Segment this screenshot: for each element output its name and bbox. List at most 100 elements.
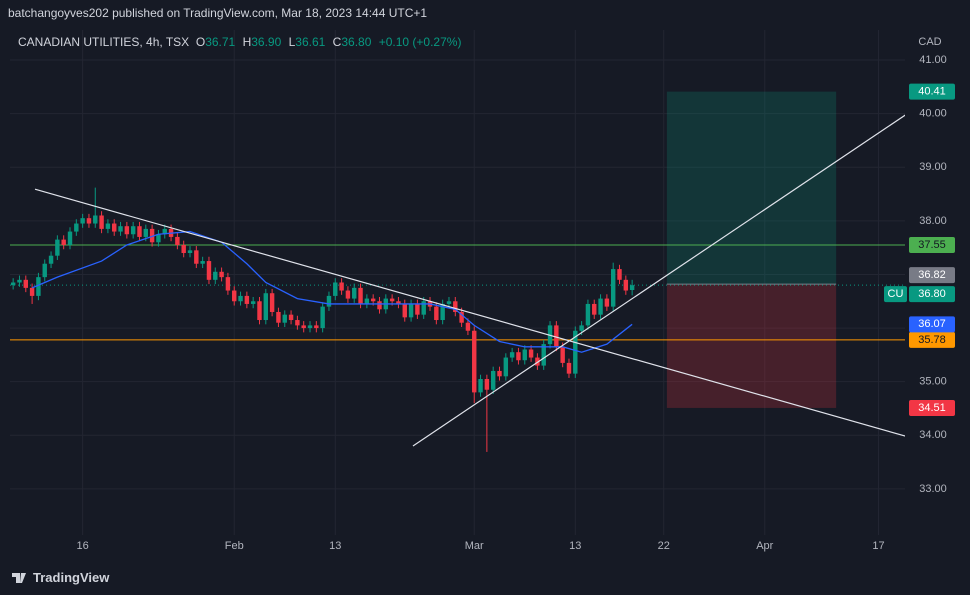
candle-body [446,301,452,304]
candle-body [162,228,167,235]
candle-body [187,250,193,254]
candle-body [149,228,155,243]
candle-body [459,311,464,323]
candle-body [497,370,502,377]
symbol: CANADIAN UTILITIES, 4h, TSX [18,35,190,49]
y-tick-label: 40.00 [919,108,947,120]
candle-body [566,362,572,374]
price-label: 34.51 [918,402,946,414]
trendline [34,188,905,437]
candle-body [490,370,496,390]
candle-body [434,306,439,321]
candle-body [175,236,180,245]
price-label: 36.80 [918,288,946,300]
candle-body [370,298,376,302]
x-tick-label: 13 [329,540,341,552]
position-loss [666,284,837,408]
candle-body [238,295,243,302]
price-label-bg [909,316,955,333]
candle-body [250,301,256,304]
position-profit [666,91,837,285]
symbol-tag-bg [884,286,907,303]
candle-body [402,303,407,318]
candle-body [200,261,205,264]
candle-body [86,218,92,224]
candle-body [314,325,319,329]
x-tick-label: 13 [569,540,581,552]
candle-body [206,261,212,280]
price-label-bg [909,267,955,284]
x-tick-label: 17 [872,540,884,552]
currency: CAD [918,36,941,48]
o-key: O [195,35,206,49]
change: +0.10 (+0.27%) [378,35,462,49]
candle-body [503,357,509,377]
candle-body [579,325,584,331]
candle-body [301,325,306,329]
y-tick-label: 33.00 [919,483,947,495]
candle-body [389,298,395,302]
candle-body [282,314,287,323]
y-tick-label: 35.00 [919,376,947,388]
price-label: 40.41 [918,86,946,98]
candle-body [143,228,149,237]
candle-body [181,244,186,254]
x-tick-label: Apr [756,540,773,552]
candle-body [295,320,300,326]
candle-body [509,352,515,358]
header: batchangoyves202 published on TradingVie… [8,6,428,20]
candle-body [156,234,161,243]
y-tick-label: 38.00 [919,215,947,227]
plot-area [10,30,905,535]
candle-body [17,279,22,283]
candle-body [478,378,483,393]
candle-body [36,277,41,296]
x-tick-label: 22 [658,540,670,552]
candle-body [554,325,559,347]
candle-body [541,344,546,366]
h: 36.90 [251,35,282,49]
candle-body [225,277,231,291]
candle-body [29,287,35,296]
candle-body [440,303,445,321]
y-tick-label: 39.00 [919,161,947,173]
candle-body [257,301,262,321]
y-tick-label: 41.00 [919,54,947,66]
o: 36.71 [205,35,236,49]
candle-body [472,330,477,393]
price-label: 36.07 [918,318,946,330]
logo [12,573,26,583]
candle-body [352,287,357,299]
candle-body [415,303,420,315]
price-label-bg [909,399,955,416]
candle-body [333,282,338,296]
candle-body [112,223,117,232]
l-key: L [288,35,296,49]
candle-body [124,226,130,235]
candle-body [194,250,199,264]
candle-body [130,226,136,235]
candle-body [61,239,66,245]
candle-body [213,271,218,280]
candle-body [528,349,534,358]
candle-body [232,290,237,302]
candle-body [358,287,363,304]
price-label-bg [909,286,955,303]
candle-body [598,298,603,315]
candle-body [516,352,521,361]
candle-body [573,330,578,374]
candle-body [623,279,629,291]
x-tick-label: Mar [465,540,484,552]
candle-body [421,301,426,315]
candle-body [93,215,98,224]
price-label: 35.78 [918,334,946,346]
trendline [412,114,905,447]
candle-body [629,285,635,291]
c-key: C [332,35,342,49]
x-tick-label: Feb [225,540,244,552]
candle-body [604,298,610,307]
candle-body [377,301,382,310]
candle-body [610,269,616,307]
